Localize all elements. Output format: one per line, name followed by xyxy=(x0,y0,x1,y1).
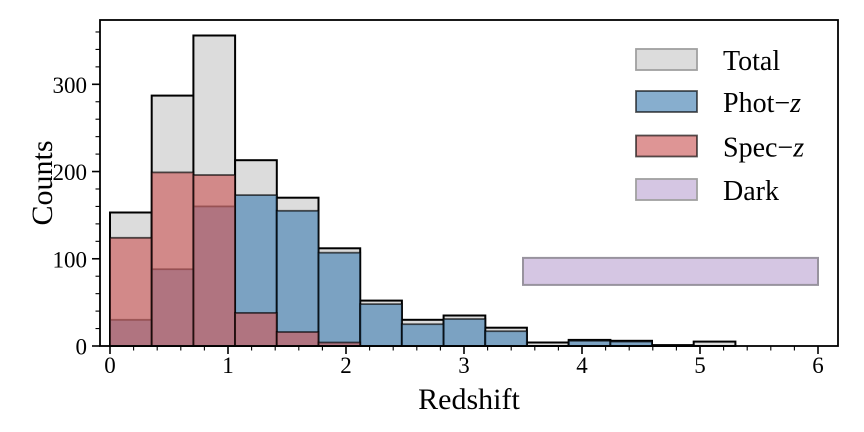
bar-photz xyxy=(484,330,528,347)
legend-swatch xyxy=(635,178,698,201)
x-tick-label: 5 xyxy=(694,353,706,378)
legend-label: Dark xyxy=(723,176,779,207)
x-tick-label: 4 xyxy=(576,353,588,378)
dark-band-rect xyxy=(522,256,819,286)
axis-ticks xyxy=(92,31,819,354)
legend-label: Spec−z xyxy=(723,133,804,164)
bar-photz xyxy=(275,209,320,347)
x-tick-label: 6 xyxy=(812,353,824,378)
dark-band xyxy=(522,256,819,286)
bar-specz xyxy=(234,311,278,347)
x-tick-label: 2 xyxy=(340,353,352,378)
y-tick-label: 0 xyxy=(76,335,88,360)
x-tick-labels: 0 1 2 3 4 5 6 xyxy=(104,353,824,378)
y-tick-label: 100 xyxy=(53,247,88,272)
bar-photz xyxy=(400,323,445,347)
x-tick-label: 0 xyxy=(104,353,116,378)
y-tick-label: 200 xyxy=(53,160,88,185)
y-axis-label: Counts xyxy=(26,140,59,225)
legend-swatch xyxy=(635,134,698,158)
axes-frame xyxy=(99,19,839,347)
x-tick-label: 3 xyxy=(458,353,470,378)
x-axis-label: Redshift xyxy=(418,383,520,416)
bar-specz xyxy=(150,171,195,347)
legend-swatch xyxy=(635,48,698,71)
x-tick-label: 1 xyxy=(222,353,234,378)
legend: Total Phot−z Spec−z Dark xyxy=(635,46,804,207)
specz-histogram-bars xyxy=(109,171,362,347)
y-tick-label: 300 xyxy=(53,73,88,98)
bar-photz xyxy=(317,251,362,347)
bar-specz xyxy=(192,174,236,347)
bar-photz xyxy=(442,318,487,347)
y-tick-labels: 0 100 200 300 xyxy=(53,73,88,360)
legend-label: Phot−z xyxy=(723,88,801,119)
bar-specz xyxy=(109,236,153,347)
legend-label: Total xyxy=(723,46,780,77)
bar-photz xyxy=(359,303,403,347)
bar-specz xyxy=(275,331,320,347)
legend-swatch xyxy=(635,90,698,113)
